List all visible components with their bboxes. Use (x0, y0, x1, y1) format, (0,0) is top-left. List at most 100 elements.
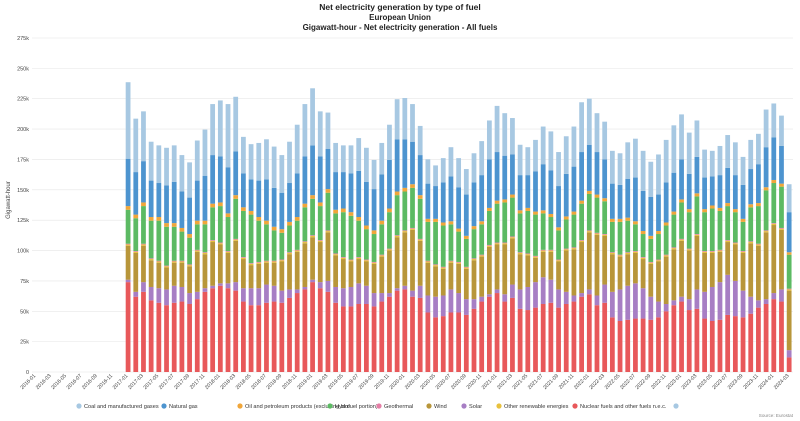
bar-segment (656, 259, 661, 261)
bar-segment (479, 141, 485, 176)
bar-segment (740, 221, 746, 252)
bar-segment (433, 218, 438, 222)
bar-segment (594, 233, 600, 235)
legend-label: Hydro (335, 404, 350, 410)
legend-label: Coal and manufactured gases (84, 404, 159, 410)
bar-segment (433, 266, 438, 297)
y-tick-label: 25k (20, 340, 29, 346)
bar-segment (563, 136, 569, 174)
legend: Coal and manufactured gases Natural gas Oi… (76, 403, 679, 410)
bar-segment (579, 240, 584, 243)
bar-segment (548, 279, 554, 303)
bar-segment (217, 242, 223, 244)
bar-segment (148, 220, 154, 259)
y-tick-label: 150k (17, 188, 29, 194)
bar-segment (302, 207, 308, 242)
bar-segment (479, 221, 485, 225)
bar-segment (402, 232, 408, 286)
bar-segment (594, 295, 600, 306)
bar-segment (340, 306, 346, 372)
bar-segment (517, 144, 523, 176)
bar-segment (725, 314, 731, 372)
bar-segment (210, 155, 216, 204)
bar-segment (763, 109, 769, 148)
bar-segment (540, 303, 546, 372)
bar-segment (448, 312, 454, 372)
bar-segment (279, 260, 285, 262)
bar-segment (325, 192, 331, 231)
bar-segment (510, 154, 515, 195)
bar-segment (171, 261, 177, 263)
bar-segment (602, 121, 608, 160)
bar-segment (156, 262, 162, 289)
bar-segment (348, 215, 354, 260)
bar-segment (217, 206, 223, 243)
legend-marker (76, 403, 82, 409)
bar-segment (702, 251, 707, 252)
bar-segment (287, 254, 292, 290)
bar-segment (486, 294, 492, 297)
bar-segment (333, 142, 339, 173)
y-tick-label: 125k (17, 218, 29, 224)
bar-segment (310, 282, 315, 372)
bar-segment (287, 183, 292, 222)
bar-segment (540, 250, 546, 252)
bar-segment (425, 295, 431, 313)
bar-segment (310, 145, 315, 196)
bar-segment (663, 311, 669, 372)
bar-segment (625, 319, 631, 372)
bar-segment (771, 223, 777, 226)
bar-segment (233, 151, 239, 196)
x-tick-label: 2017-09 (173, 373, 191, 391)
bar-segment (471, 260, 477, 300)
bar-segment (517, 308, 523, 372)
bar-segment (732, 243, 738, 245)
bar-segment (371, 159, 377, 190)
bar-segment (248, 265, 254, 289)
bar-segment (248, 210, 254, 215)
bar-segment (648, 319, 654, 372)
bar-segment (256, 220, 262, 262)
x-tick-label: 2023-07 (711, 373, 729, 391)
bar-segment (471, 182, 477, 227)
x-tick-label: 2016-09 (81, 373, 99, 391)
bar-segment (402, 98, 408, 140)
bar-segment (402, 285, 408, 290)
bar-segment (563, 248, 569, 250)
bar-segment (486, 296, 492, 372)
x-axis-ticks: 2016-012016-032016-052016-072016-092016-… (20, 373, 791, 391)
bar-segment (310, 279, 315, 283)
bar-segment (556, 259, 561, 261)
bar-segment (210, 288, 216, 372)
bar-segment (394, 290, 400, 372)
x-tick-label: 2017-05 (143, 373, 161, 391)
bar-segment (471, 153, 477, 183)
bar-segment (279, 290, 285, 303)
bar-segment (602, 302, 608, 372)
bar-segment (348, 306, 354, 372)
bar-segment (425, 221, 431, 261)
x-tick-label: 2020-09 (450, 373, 468, 391)
bar-segment (732, 316, 738, 372)
bar-segment (294, 173, 300, 218)
bar-segment (709, 251, 715, 253)
bar-segment (725, 242, 731, 275)
bar-segment (633, 177, 638, 222)
bar-segment (394, 139, 400, 192)
bar-segment (194, 250, 200, 252)
bar-segment (248, 305, 254, 372)
bar-segment (241, 259, 246, 289)
bar-segment (648, 161, 654, 197)
bar-segment (763, 299, 769, 304)
bar-segment (779, 227, 784, 229)
bar-segment (348, 145, 354, 174)
bar-segment (709, 205, 715, 209)
bar-segment (448, 289, 454, 313)
bar-segment (548, 170, 554, 214)
bar-segment (586, 98, 592, 145)
bar-segment (763, 190, 769, 231)
bar-segment (648, 235, 654, 239)
bar-segment (502, 301, 508, 372)
bar-segment (771, 225, 777, 294)
bar-segment (748, 241, 754, 243)
